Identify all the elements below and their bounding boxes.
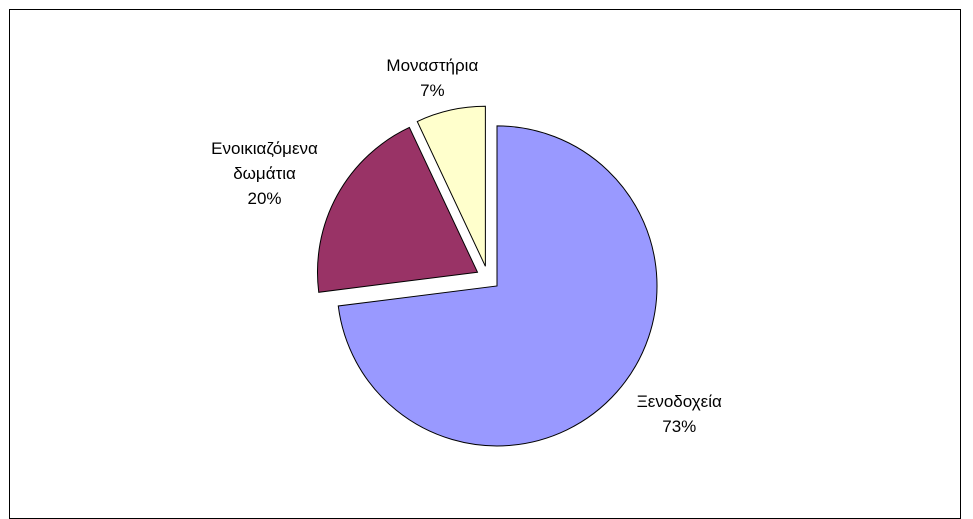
slice-value: 73% (662, 416, 697, 436)
pie-slice (316, 126, 479, 293)
pie-slice (337, 125, 658, 447)
slice-label: Μοναστήρια 7% (367, 53, 497, 103)
slice-value: 7% (420, 80, 445, 100)
chart (316, 105, 658, 447)
slice-label: Ξενοδοχεία 73% (614, 389, 744, 439)
slice-label: Ενοικιαζόμενα δωμάτια 20% (200, 136, 330, 211)
slice-value: 20% (247, 188, 282, 208)
slice-name: Ενοικιαζόμενα δωμάτια (211, 138, 318, 183)
pie-slice (416, 105, 486, 267)
page: (() => { const data = JSON.parse(documen… (9, 9, 961, 519)
slice-name: Μοναστήρια (386, 55, 479, 75)
slice-name: Ξενοδοχεία (636, 391, 722, 411)
